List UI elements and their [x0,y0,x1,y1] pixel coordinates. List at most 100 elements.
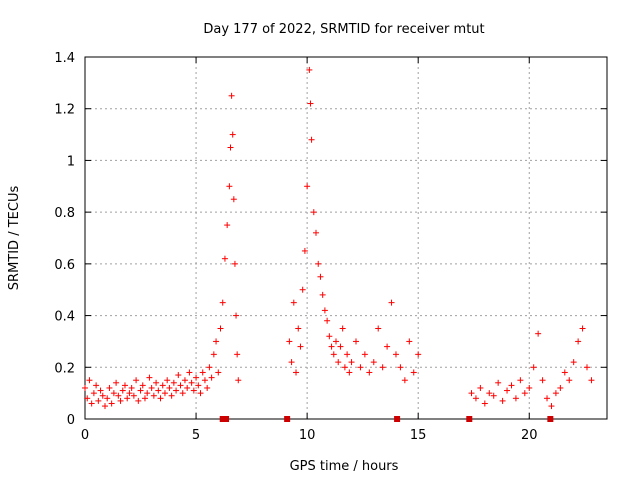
data-point [335,359,342,366]
data-point [119,387,126,394]
data-point [539,377,546,384]
data-point [313,229,320,236]
data-point [410,369,417,376]
data-point [133,377,140,384]
data-point [235,377,242,384]
data-point [472,395,479,402]
data-point [234,351,241,358]
gap-marker [547,416,554,422]
data-point [164,377,171,384]
data-point [159,382,166,389]
data-point [557,384,564,391]
y-tick-label: 0.2 [54,361,75,376]
data-point [153,379,160,386]
data-point [324,317,331,324]
data-point [512,395,519,402]
data-point [366,369,373,376]
data-point [310,209,317,216]
data-point [179,390,186,397]
data-point [126,390,133,397]
data-point [575,338,582,345]
gap-marker [219,416,226,422]
chart-title: Day 177 of 2022, SRMTID for receiver mtu… [203,22,484,37]
data-point [317,273,324,280]
data-point [315,260,322,267]
y-tick-label: 1.2 [54,103,75,118]
data-point [319,291,326,298]
y-tick-label: 1.4 [54,51,75,66]
data-point [115,392,122,399]
data-point [204,384,211,391]
data-point [301,247,308,254]
data-point [175,372,182,379]
data-point [226,183,233,190]
data-point [477,384,484,391]
data-point [161,390,168,397]
data-point [379,364,386,371]
y-tick-label: 0.6 [54,258,75,273]
data-point [148,384,155,391]
data-point [168,392,175,399]
data-point [361,351,368,358]
gap-marker [284,416,291,422]
data-point [199,369,206,376]
grid-lines [85,57,607,419]
data-point [293,369,300,376]
data-point [184,384,191,391]
data-point [286,338,293,345]
data-point [321,307,328,314]
data-point [481,400,488,407]
data-point [384,343,391,350]
data-point [117,397,124,404]
plot-frame [84,56,608,420]
data-point [195,382,202,389]
data-point [108,400,115,407]
data-point [215,369,222,376]
axis-ticks: 0 5 10 15 20 0 0.2 0.4 0.6 0.8 1 1.2 1.4 [54,51,607,443]
y-axis-label: SRMTID / TECUs [7,186,22,291]
data-point [228,92,235,99]
x-tick-label: 15 [410,428,427,443]
data-point [93,382,100,389]
data-point [213,338,220,345]
data-point [370,359,377,366]
data-point [579,325,586,332]
data-point [208,374,215,381]
data-point [406,338,413,345]
data-point [206,364,213,371]
data-point [97,387,104,394]
x-axis-label: GPS time / hours [290,459,399,474]
data-point [190,387,197,394]
data-point [233,312,240,319]
data-point [150,392,157,399]
data-point [357,364,364,371]
data-point [388,299,395,306]
data-point [526,384,533,391]
data-point [177,382,184,389]
data-point [339,325,346,332]
data-point [90,390,97,397]
data-point [561,369,568,376]
data-point [552,390,559,397]
gap-marker [466,416,473,422]
gap-marker [223,416,230,422]
data-point [548,403,555,410]
data-point [306,66,313,73]
data-point [308,136,315,143]
data-point [535,330,542,337]
data-point [139,382,146,389]
data-point [188,379,195,386]
x-tick-label: 10 [299,428,316,443]
data-point [326,333,333,340]
data-point [544,395,551,402]
data-point [566,377,573,384]
data-point [499,397,506,404]
data-point [104,395,111,402]
data-point [401,377,408,384]
data-point [113,379,120,386]
data-point [221,255,228,262]
data-point [508,382,515,389]
data-point [84,395,91,402]
data-point [415,351,422,358]
